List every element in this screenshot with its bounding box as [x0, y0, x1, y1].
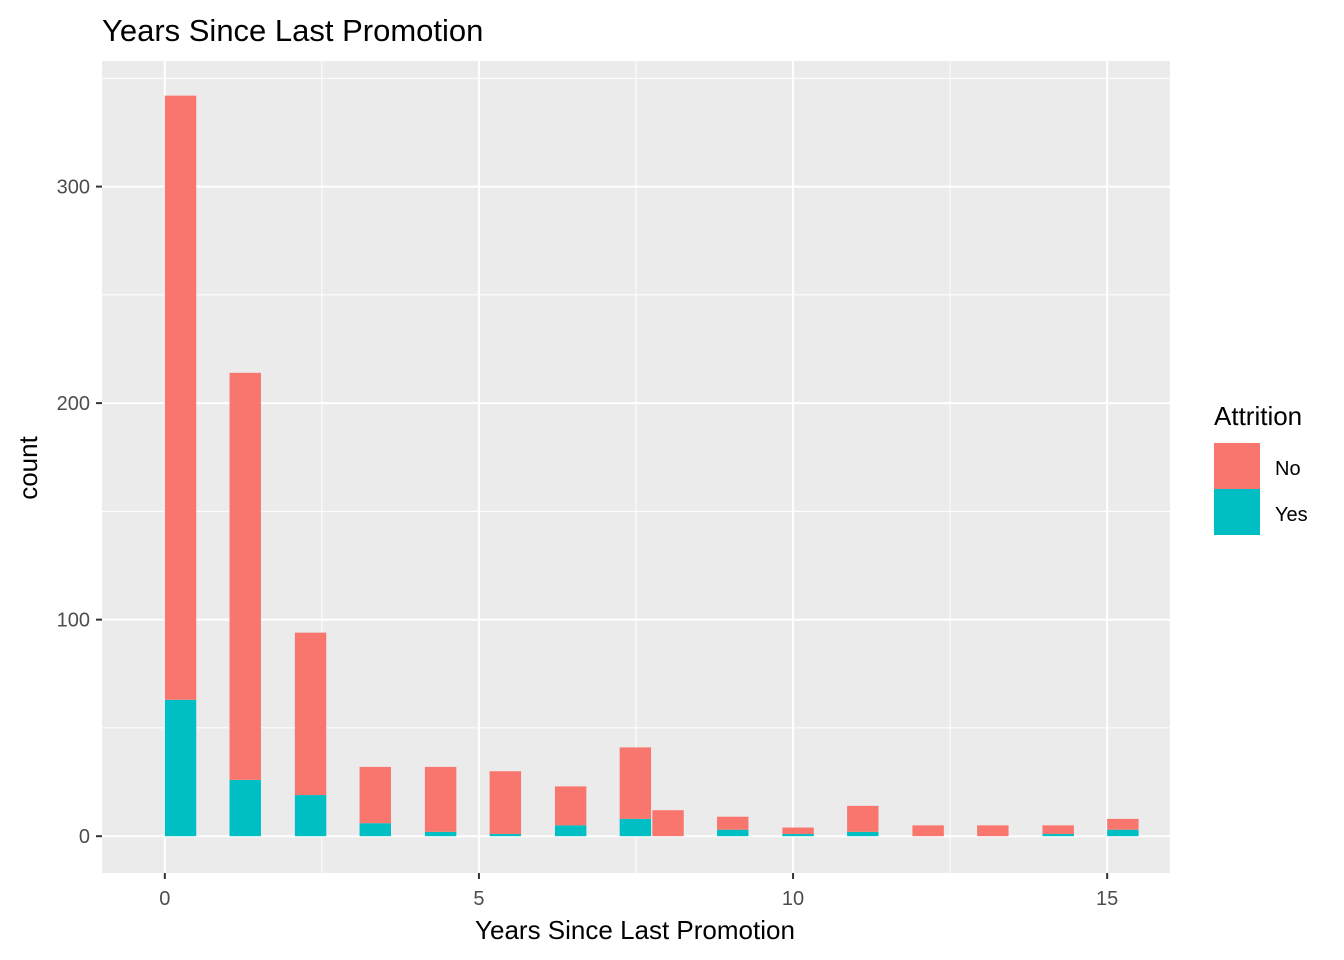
- x-tick-label: 15: [1096, 888, 1118, 910]
- x-tick-label: 5: [473, 888, 484, 910]
- y-axis-title: count: [13, 435, 43, 499]
- bar-yes: [1042, 834, 1074, 837]
- bar-no: [912, 825, 944, 837]
- legend-label-no: No: [1275, 458, 1301, 480]
- x-axis-title: Years Since Last Promotion: [475, 915, 795, 945]
- bar-no: [229, 372, 261, 780]
- bar-no: [424, 766, 457, 832]
- legend-title: Attrition: [1214, 401, 1302, 431]
- y-tick-label: 200: [57, 393, 90, 415]
- bar-yes: [847, 831, 879, 837]
- bar-yes: [1107, 829, 1139, 837]
- bar-yes: [619, 818, 652, 837]
- bar-no: [782, 827, 814, 835]
- chart-title: Years Since Last Promotion: [102, 13, 483, 48]
- bar-no: [1042, 825, 1074, 835]
- bar-no: [847, 805, 879, 832]
- y-tick-label: 0: [79, 826, 90, 848]
- bar-yes: [489, 834, 522, 837]
- bar-yes: [717, 829, 749, 837]
- bar-no: [554, 786, 587, 826]
- bar-yes: [424, 831, 457, 837]
- bar-no: [489, 771, 522, 835]
- bar-no: [1107, 818, 1139, 830]
- bar-no: [164, 95, 197, 700]
- legend-key-yes: [1214, 489, 1260, 535]
- x-axis-ticks: 0 5 10 15: [159, 873, 1118, 910]
- bars: [164, 95, 1139, 837]
- bar-yes: [554, 825, 587, 837]
- bar-no: [294, 632, 327, 796]
- bar-no: [619, 747, 652, 819]
- minor-gridlines: [102, 61, 1170, 873]
- legend-label-yes: Yes: [1275, 504, 1308, 526]
- x-tick-label: 10: [782, 888, 804, 910]
- x-tick-label: 0: [159, 888, 170, 910]
- y-axis-ticks: 0 100 200 300: [57, 177, 102, 848]
- bar-no: [977, 825, 1009, 837]
- y-tick-label: 100: [57, 610, 90, 632]
- bar-yes: [782, 834, 814, 837]
- legend: Attrition No Yes: [1214, 401, 1308, 535]
- bar-yes: [294, 795, 327, 837]
- bar-no: [359, 766, 391, 824]
- bar-no: [652, 810, 684, 837]
- bar-yes: [359, 823, 391, 837]
- bar-yes: [229, 779, 261, 837]
- bar-yes: [164, 699, 197, 837]
- y-tick-label: 300: [57, 177, 90, 199]
- legend-key-no: [1214, 443, 1260, 489]
- bar-no: [717, 816, 749, 830]
